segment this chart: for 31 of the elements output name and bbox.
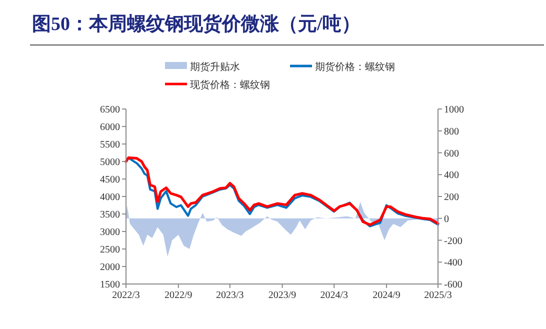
y2-tick-label: 800 [444,126,459,138]
x-tick-label: 2022/3 [112,290,140,301]
x-tick-label: 2023/3 [216,290,244,301]
x-tick-label: 2023/9 [268,290,296,301]
y-tick-label: 2000 [100,262,120,273]
y2-tick-label: -600 [444,280,462,290]
y-tick-label: 6500 [100,104,120,116]
y2-tick-label: -400 [444,258,462,269]
y-tick-label: 5500 [100,140,120,150]
legend-label: 期货升贴水 [190,61,240,73]
y-tick-label: 5000 [100,157,120,168]
y2-tick-label: -200 [444,236,462,247]
y2-tick-label: 0 [444,214,449,225]
x-tick-label: 2024/3 [320,290,348,301]
y2-tick-label: 600 [444,148,459,160]
y-tick-label: 4500 [100,174,120,186]
y2-tick-label: 1000 [444,104,464,116]
y-tick-label: 4000 [100,192,120,203]
legend-label: 现货价格：螺纹钢 [190,79,270,91]
x-tick-label: 2022/9 [164,290,192,301]
y-tick-label: 3000 [100,227,120,238]
y-tick-label: 2500 [100,244,120,256]
y2-tick-label: 400 [444,170,459,182]
legend-label: 期货价格：螺纹钢 [315,61,395,73]
x-tick-label: 2024/9 [372,290,400,301]
y-tick-label: 6000 [100,122,120,133]
chart-title: 图50：本周螺纹钢现货价微涨（元/吨） [32,13,360,35]
y-tick-label: 1500 [100,280,120,290]
y-tick-label: 3500 [100,210,120,220]
y2-tick-label: 200 [444,192,459,203]
x-tick-label: 2025/3 [424,290,452,301]
